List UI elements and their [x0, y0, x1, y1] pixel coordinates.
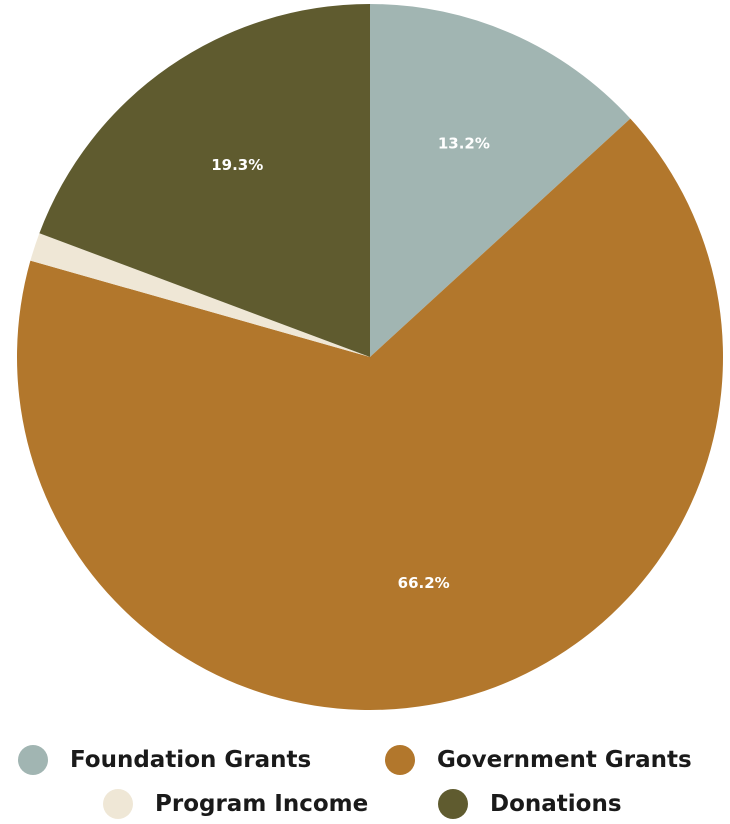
- pie-slice-foundation-grants[interactable]: [370, 4, 631, 357]
- pie-chart: 13.2% 66.2% 19.3%: [17, 4, 723, 710]
- slice-label-foundation-grants: 13.2%: [438, 134, 490, 152]
- legend: Foundation Grants Government Grants Prog…: [0, 740, 730, 824]
- pie-slices: [17, 4, 723, 710]
- slice-label-donations: 19.3%: [211, 156, 263, 174]
- legend-swatch: [103, 789, 133, 819]
- legend-swatch: [385, 745, 415, 775]
- legend-label: Government Grants: [437, 747, 692, 773]
- pie-slice-government-grants[interactable]: [17, 118, 723, 710]
- legend-swatch: [438, 789, 468, 819]
- pie-slice-donations[interactable]: [39, 4, 370, 357]
- legend-row: Program Income Donations: [0, 784, 730, 824]
- legend-item-government-grants[interactable]: Government Grants: [385, 740, 692, 780]
- legend-label: Program Income: [155, 791, 369, 817]
- legend-item-foundation-grants[interactable]: Foundation Grants: [18, 740, 311, 780]
- legend-label: Donations: [490, 791, 622, 817]
- legend-item-program-income[interactable]: Program Income: [103, 784, 368, 824]
- slice-label-government-grants: 66.2%: [398, 574, 450, 592]
- pie-labels: 13.2% 66.2% 19.3%: [211, 134, 490, 592]
- legend-label: Foundation Grants: [70, 747, 312, 773]
- pie-slice-program-income[interactable]: [30, 233, 370, 357]
- legend-item-donations[interactable]: Donations: [438, 784, 622, 824]
- legend-swatch: [18, 745, 48, 775]
- legend-row: Foundation Grants Government Grants: [0, 740, 730, 780]
